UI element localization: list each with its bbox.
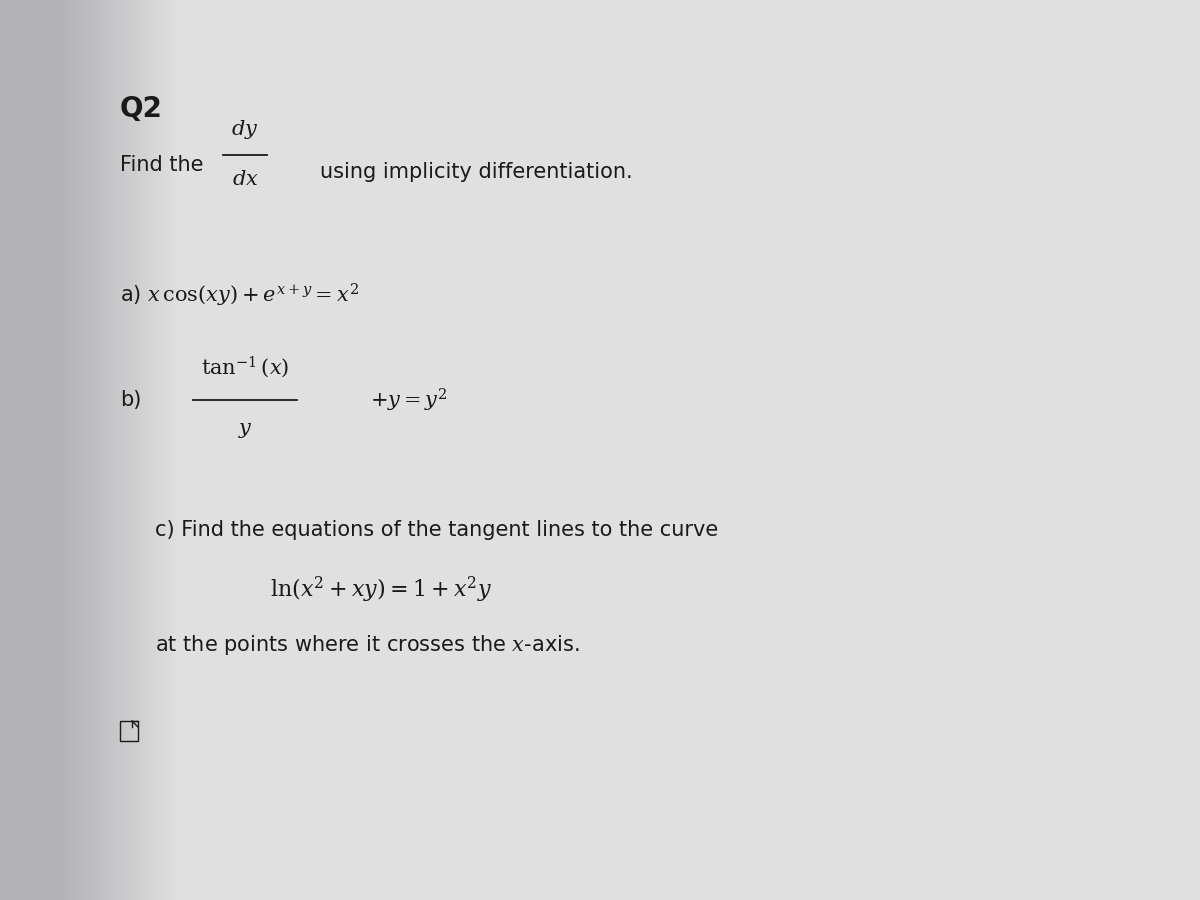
Text: Q2: Q2 <box>120 95 163 123</box>
Text: $dx$: $dx$ <box>232 169 258 189</box>
Text: c) Find the equations of the tangent lines to the curve: c) Find the equations of the tangent lin… <box>155 520 719 540</box>
Text: $y$: $y$ <box>238 420 252 440</box>
Text: $\ln(x^2 + xy) = 1 + x^2 y$: $\ln(x^2 + xy) = 1 + x^2 y$ <box>270 575 492 605</box>
Text: $dy$: $dy$ <box>232 118 259 141</box>
Text: $\tan^{-1}(x)$: $\tan^{-1}(x)$ <box>200 355 289 380</box>
Text: at the points where it crosses the $x$-axis.: at the points where it crosses the $x$-a… <box>155 633 580 657</box>
Text: using implicity differentiation.: using implicity differentiation. <box>320 162 632 182</box>
Text: b): b) <box>120 390 142 410</box>
Text: $+ y = y^2$: $+ y = y^2$ <box>370 386 448 414</box>
Text: a) $x\,\cos(xy) + e^{x+y} = x^2$: a) $x\,\cos(xy) + e^{x+y} = x^2$ <box>120 282 359 309</box>
Text: Find the: Find the <box>120 155 204 175</box>
